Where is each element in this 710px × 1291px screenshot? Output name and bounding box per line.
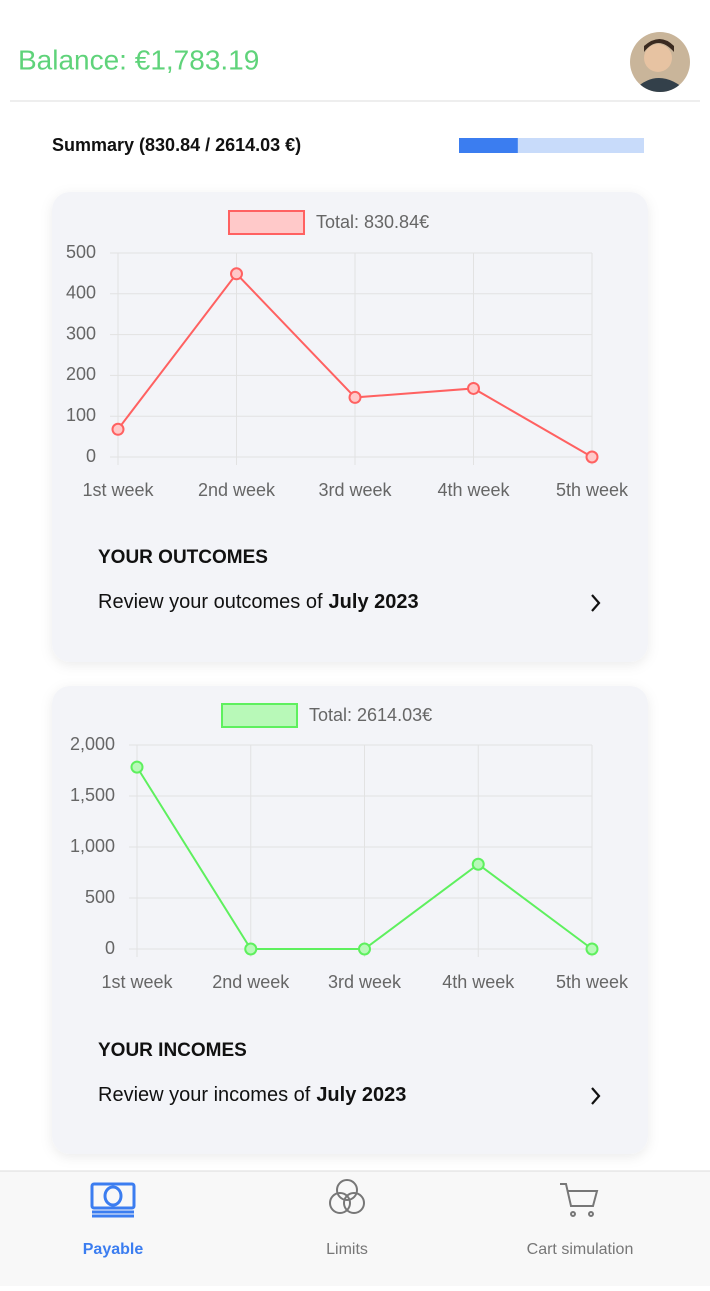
y-tick-label: 200 xyxy=(66,364,96,384)
data-point xyxy=(358,942,371,956)
chevron[interactable] xyxy=(591,1087,601,1105)
card-title: YOUR OUTCOMES xyxy=(98,547,268,568)
x-tick-label: 5th week xyxy=(556,480,629,500)
data-point xyxy=(230,267,243,281)
data-point xyxy=(471,857,485,871)
chevron[interactable] xyxy=(591,594,601,612)
card-text: Review your outcomes of xyxy=(98,591,323,613)
card-period: July 2023 xyxy=(329,591,419,613)
data-point xyxy=(585,450,599,464)
data-point xyxy=(585,942,599,956)
y-tick-label: 0 xyxy=(86,446,96,466)
y-tick-label: 500 xyxy=(66,242,96,262)
x-tick-label: 4th week xyxy=(442,972,515,992)
y-tick-label: 1,000 xyxy=(70,836,115,856)
card xyxy=(52,686,648,1154)
card-period: July 2023 xyxy=(316,1084,406,1106)
y-tick-label: 0 xyxy=(105,938,115,958)
card-link[interactable]: Review your incomes of July 2023 xyxy=(98,1084,406,1106)
y-tick-label: 1,500 xyxy=(70,785,115,805)
legend-label: Total: 2614.03€ xyxy=(309,705,432,725)
summary-label: Summary (830.84 / 2614.03 €) xyxy=(52,135,301,155)
x-tick-label: 5th week xyxy=(556,972,629,992)
y-tick-label: 300 xyxy=(66,323,96,343)
progress-fill xyxy=(459,138,518,153)
data-point xyxy=(348,390,362,404)
tab-icon[interactable] xyxy=(90,1182,136,1218)
y-tick-label: 100 xyxy=(66,405,96,425)
tab-label[interactable]: Cart simulation xyxy=(527,1241,634,1258)
y-tick-label: 2,000 xyxy=(70,734,115,754)
tab-icon[interactable] xyxy=(560,1183,599,1217)
tab-label[interactable]: Payable xyxy=(83,1241,144,1258)
card-link[interactable]: Review your outcomes of July 2023 xyxy=(98,591,419,613)
data-point xyxy=(244,942,258,956)
data-point xyxy=(467,381,480,395)
tab-icon[interactable] xyxy=(329,1179,365,1214)
y-tick-label: 500 xyxy=(85,887,115,907)
tab-label[interactable]: Limits xyxy=(326,1241,368,1258)
data-point xyxy=(111,422,125,436)
legend-swatch xyxy=(228,210,305,235)
legend-label: Total: 830.84€ xyxy=(316,212,429,232)
card-title: YOUR INCOMES xyxy=(98,1040,247,1061)
balance: Balance: €1,783.19 xyxy=(18,44,259,75)
legend-swatch xyxy=(221,703,298,728)
x-tick-label: 2nd week xyxy=(198,480,276,500)
x-tick-label: 3rd week xyxy=(318,480,392,500)
x-tick-label: 3rd week xyxy=(328,972,402,992)
avatar[interactable] xyxy=(630,32,690,92)
tab-bar xyxy=(0,1171,710,1286)
data-point xyxy=(130,760,144,774)
x-tick-label: 1st week xyxy=(82,480,154,500)
y-tick-label: 400 xyxy=(66,283,96,303)
card xyxy=(52,192,648,662)
x-tick-label: 2nd week xyxy=(212,972,290,992)
x-tick-label: 1st week xyxy=(101,972,173,992)
x-tick-label: 4th week xyxy=(437,480,510,500)
card-text: Review your incomes of xyxy=(98,1084,311,1106)
